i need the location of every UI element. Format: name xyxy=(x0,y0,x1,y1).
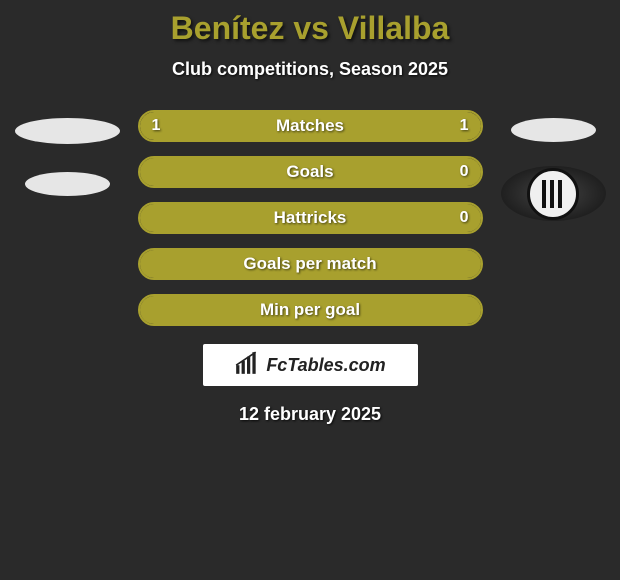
bar-hattricks-label: Hattricks xyxy=(274,208,347,228)
brand-text: FcTables.com xyxy=(266,355,385,376)
player1-badge-2 xyxy=(25,172,110,196)
bar-gpm-label: Goals per match xyxy=(243,254,376,274)
player2-club-badge xyxy=(501,166,606,221)
player2-badge-1 xyxy=(511,118,596,142)
bar-hattricks-val-right: 0 xyxy=(460,209,469,227)
brand-badge: FcTables.com xyxy=(203,344,418,386)
bar-matches-val-right: 1 xyxy=(460,117,469,135)
footer-date: 12 february 2025 xyxy=(0,404,620,425)
bar-goals-val-right: 0 xyxy=(460,163,469,181)
bar-mpg-label: Min per goal xyxy=(260,300,360,320)
chart-bars-icon xyxy=(234,350,260,381)
main-area: 1 Matches 1 Goals 0 Hattricks 0 Goals pe… xyxy=(0,110,620,326)
bar-goals-label: Goals xyxy=(286,162,333,182)
bar-goals: Goals 0 xyxy=(138,156,483,188)
page-title: Benítez vs Villalba xyxy=(0,10,620,47)
comparison-card: Benítez vs Villalba Club competitions, S… xyxy=(0,0,620,425)
player1-badge-1 xyxy=(15,118,120,144)
left-badges xyxy=(15,110,120,196)
bar-matches-val-left: 1 xyxy=(152,117,161,135)
bar-mpg: Min per goal xyxy=(138,294,483,326)
bar-matches: 1 Matches 1 xyxy=(138,110,483,142)
bar-hattricks: Hattricks 0 xyxy=(138,202,483,234)
bar-gpm: Goals per match xyxy=(138,248,483,280)
right-badges xyxy=(501,110,606,221)
bar-matches-label: Matches xyxy=(276,116,344,136)
stat-bars: 1 Matches 1 Goals 0 Hattricks 0 Goals pe… xyxy=(138,110,483,326)
subtitle: Club competitions, Season 2025 xyxy=(0,59,620,80)
